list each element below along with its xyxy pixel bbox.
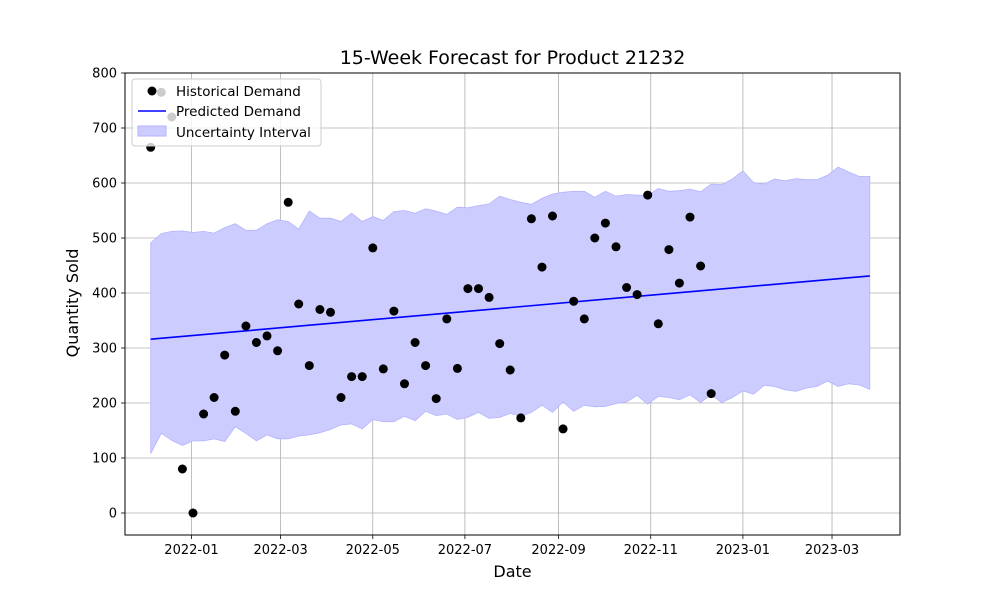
historical-point bbox=[463, 284, 473, 294]
historical-point bbox=[611, 242, 621, 252]
predicted-line-layer bbox=[150, 275, 870, 340]
historical-point bbox=[706, 389, 716, 399]
historical-point bbox=[368, 243, 378, 253]
historical-point bbox=[389, 306, 399, 316]
historical-point bbox=[262, 331, 272, 341]
historical-point bbox=[230, 406, 240, 416]
x-tick-label: 2022-07 bbox=[438, 543, 492, 558]
legend-label-interval: Uncertainty Interval bbox=[176, 125, 311, 141]
plot-frame bbox=[124, 72, 901, 536]
historical-point bbox=[400, 379, 409, 389]
historical-point bbox=[569, 296, 579, 306]
historical-point bbox=[209, 393, 219, 402]
historical-point bbox=[220, 350, 230, 360]
legend-marker-historical bbox=[147, 86, 157, 96]
uncertainty-band-layer bbox=[150, 166, 871, 454]
x-tick-label: 2023-03 bbox=[805, 543, 859, 558]
historical-point bbox=[484, 292, 494, 302]
historical-point bbox=[664, 245, 674, 255]
historical-point bbox=[326, 307, 335, 317]
historical-point bbox=[537, 262, 547, 272]
historical-point bbox=[188, 508, 198, 518]
uncertainty-band bbox=[150, 166, 871, 454]
y-tick-layer: 0 100 200 300 400 500 600 700 800 bbox=[92, 67, 125, 522]
historical-point bbox=[251, 338, 261, 347]
y-tick-label: 0 bbox=[109, 507, 117, 522]
y-tick-label: 800 bbox=[92, 67, 117, 82]
y-tick-label: 500 bbox=[92, 232, 117, 247]
historical-point bbox=[357, 372, 367, 382]
historical-point bbox=[294, 299, 304, 309]
historical-point bbox=[410, 338, 420, 347]
y-axis-title: Quantity Sold bbox=[63, 249, 82, 358]
historical-point bbox=[579, 314, 589, 324]
historical-point bbox=[336, 393, 346, 402]
y-tick-label: 300 bbox=[92, 342, 117, 357]
historical-point bbox=[474, 284, 483, 294]
historical-point bbox=[347, 372, 357, 382]
predicted-demand-line bbox=[150, 275, 870, 340]
x-axis-title: Date bbox=[493, 562, 531, 581]
historical-point bbox=[304, 361, 314, 371]
historical-point bbox=[516, 413, 526, 423]
historical-point bbox=[526, 214, 536, 224]
historical-point bbox=[315, 305, 325, 314]
historical-point bbox=[199, 409, 209, 419]
historical-point bbox=[452, 363, 462, 373]
x-tick-label: 2022-01 bbox=[164, 543, 218, 558]
x-tick-layer: 2022-01 2022-03 2022-05 2022-07 2022-09 2022-… bbox=[164, 535, 859, 558]
historical-point bbox=[505, 365, 515, 375]
historical-point bbox=[431, 394, 441, 404]
historical-point bbox=[643, 190, 653, 200]
x-tick-label: 2022-11 bbox=[624, 543, 678, 558]
historical-point bbox=[622, 283, 632, 292]
historical-point bbox=[600, 218, 610, 228]
historical-point bbox=[674, 278, 684, 288]
historical-point bbox=[558, 424, 568, 434]
historical-point bbox=[241, 321, 251, 331]
historical-point bbox=[653, 319, 663, 329]
y-tick-label: 400 bbox=[92, 287, 117, 302]
historical-point bbox=[442, 314, 452, 324]
historical-point bbox=[548, 211, 557, 221]
historical-point bbox=[421, 361, 431, 371]
legend-label-predicted: Predicted Demand bbox=[176, 104, 301, 120]
historical-point bbox=[590, 233, 600, 243]
chart-title: 15-Week Forecast for Product 21232 bbox=[340, 47, 686, 69]
historical-point bbox=[378, 364, 388, 374]
historical-point bbox=[273, 346, 283, 356]
y-tick-label: 100 bbox=[92, 452, 117, 467]
historical-point bbox=[696, 261, 706, 271]
historical-point bbox=[632, 290, 642, 300]
y-tick-label: 200 bbox=[92, 397, 117, 412]
x-tick-label: 2022-03 bbox=[253, 543, 307, 558]
x-tick-label: 2023-01 bbox=[716, 543, 770, 558]
historical-point bbox=[685, 212, 695, 222]
x-tick-label: 2022-09 bbox=[531, 543, 585, 558]
legend-marker-interval bbox=[137, 125, 167, 137]
historical-point bbox=[495, 339, 505, 349]
legend: Historical Demand Predicted Demand Uncer… bbox=[131, 78, 322, 147]
legend-label-historical: Historical Demand bbox=[176, 84, 301, 100]
x-tick-label: 2022-05 bbox=[346, 543, 400, 558]
y-tick-label: 600 bbox=[92, 177, 117, 192]
y-tick-label: 700 bbox=[92, 122, 117, 137]
historical-point bbox=[283, 197, 293, 207]
legend-box bbox=[131, 78, 322, 147]
historical-point bbox=[177, 464, 187, 474]
